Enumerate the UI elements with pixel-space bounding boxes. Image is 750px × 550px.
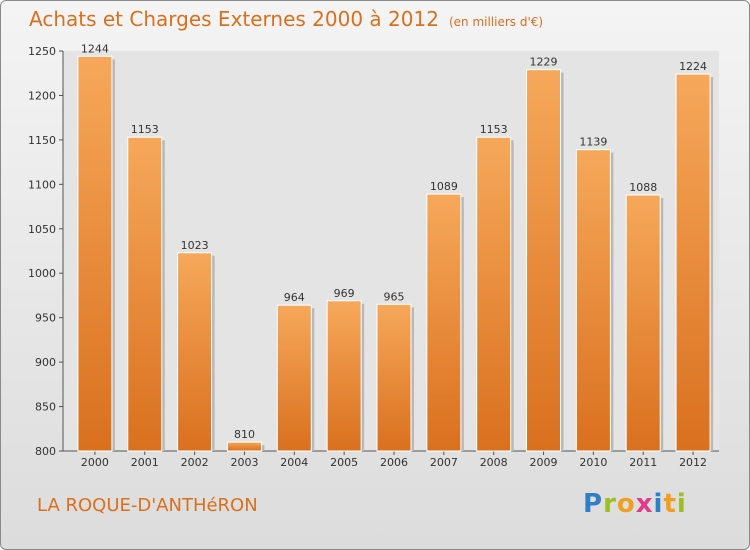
chart-bars: 1244 1153 1023 810 964 969 965 1089 1153 1229 1139…	[77, 42, 714, 452]
y-tick-label: 1250	[28, 45, 56, 58]
logo-letter: i	[676, 489, 687, 519]
x-tick-label: 2003	[230, 456, 258, 469]
bar	[77, 55, 113, 452]
y-tick-label: 1150	[28, 134, 56, 147]
bar	[276, 304, 312, 452]
proxiti-logo[interactable]: Proxiti	[583, 489, 687, 519]
bar-value-label: 1153	[480, 123, 508, 136]
bar-value-label: 1229	[530, 56, 558, 69]
chart-title: Achats et Charges Externes 2000 à 2012 (e…	[29, 7, 543, 31]
logo-letter: x	[635, 489, 654, 519]
x-tick-label: 2012	[679, 456, 707, 469]
title-text: Achats et Charges Externes 2000 à 2012	[29, 7, 439, 31]
x-tick-label: 2002	[181, 456, 209, 469]
y-tick-label: 1050	[28, 223, 56, 236]
bar	[526, 69, 562, 452]
x-tick-label: 2007	[430, 456, 458, 469]
bar-value-label: 969	[334, 287, 355, 300]
x-tick-label: 2006	[380, 456, 408, 469]
y-tick-label: 950	[35, 312, 56, 325]
y-tick-label: 850	[35, 401, 56, 414]
bar	[177, 252, 213, 452]
y-tick-label: 800	[35, 445, 56, 458]
y-tick-label: 900	[35, 356, 56, 369]
y-tick-label: 1200	[28, 89, 56, 102]
bar	[376, 303, 412, 452]
logo-letter: o	[616, 489, 636, 519]
bar-value-label: 1088	[629, 181, 657, 194]
bar	[226, 441, 262, 452]
x-tick-label: 2004	[280, 456, 308, 469]
bar	[575, 149, 611, 452]
x-tick-label: 2005	[330, 456, 358, 469]
bar	[675, 73, 711, 452]
bar-value-label: 1153	[131, 123, 159, 136]
bar-value-label: 810	[234, 428, 255, 441]
logo-letter: t	[663, 489, 677, 519]
logo-letter: P	[583, 489, 604, 519]
commune-name: LA ROQUE-D'ANTHéRON	[37, 495, 258, 516]
x-tick-label: 2008	[480, 456, 508, 469]
bar-value-label: 1089	[430, 180, 458, 193]
x-tick-label: 2010	[579, 456, 607, 469]
bar-value-label: 1244	[81, 42, 109, 55]
chart-subtitle: (en milliers d'€)	[448, 15, 544, 29]
bar-value-label: 1023	[181, 239, 209, 252]
bar-value-label: 1139	[579, 136, 607, 149]
x-tick-label: 2009	[530, 456, 558, 469]
x-tick-label: 2001	[131, 456, 159, 469]
bar	[127, 136, 163, 452]
y-tick-label: 1100	[28, 178, 56, 191]
bar	[476, 136, 512, 452]
bar	[426, 193, 462, 452]
logo-letter: i	[653, 489, 664, 519]
bar	[326, 300, 362, 452]
x-tick-label: 2011	[629, 456, 657, 469]
y-tick-label: 1000	[28, 267, 56, 280]
bar-value-label: 964	[284, 291, 305, 304]
bar-value-label: 965	[384, 290, 405, 303]
bar-value-label: 1224	[679, 60, 707, 73]
bar	[625, 194, 661, 452]
logo-letter: r	[603, 489, 617, 519]
x-tick-label: 2000	[81, 456, 109, 469]
